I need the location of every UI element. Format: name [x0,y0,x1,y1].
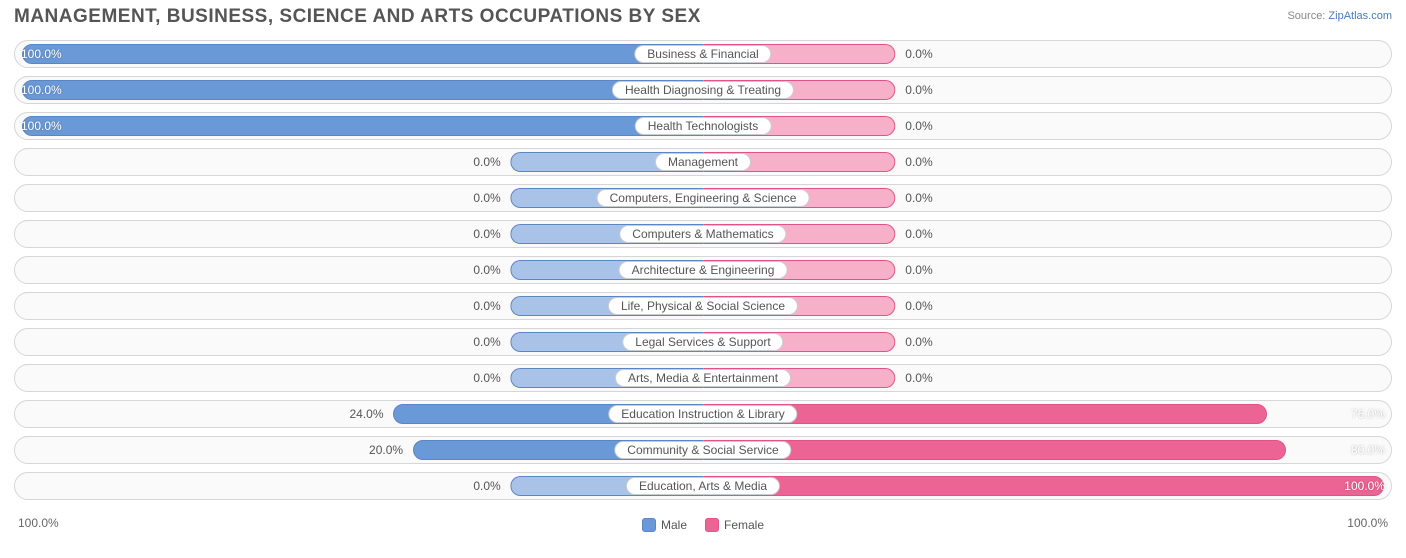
male-value-label: 0.0% [473,479,500,493]
source-prefix: Source: [1287,10,1328,22]
male-value-label: 100.0% [21,119,62,133]
category-label: Education, Arts & Media [626,477,780,495]
male-value-label: 0.0% [473,227,500,241]
legend-label-female: Female [724,518,764,532]
legend-label-male: Male [661,518,687,532]
male-bar [22,116,703,136]
category-label: Education Instruction & Library [608,405,797,423]
female-value-label: 0.0% [905,83,932,97]
category-label: Business & Financial [634,45,771,63]
category-label: Legal Services & Support [622,333,783,351]
male-value-label: 0.0% [473,263,500,277]
male-value-label: 20.0% [369,443,403,457]
male-value-label: 100.0% [21,47,62,61]
chart-row: 20.0% 80.0% Community & Social Service [14,436,1392,464]
male-value-label: 100.0% [21,83,62,97]
category-label: Computers, Engineering & Science [597,189,810,207]
chart-row: 0.0% 0.0% Architecture & Engineering [14,256,1392,284]
chart-title: MANAGEMENT, BUSINESS, SCIENCE AND ARTS O… [14,6,701,28]
female-value-label: 0.0% [905,155,932,169]
female-value-label: 0.0% [905,335,932,349]
category-label: Community & Social Service [614,441,791,459]
female-value-label: 100.0% [1344,479,1385,493]
chart-area: 100.0%0.0%Business & Financial100.0%0.0%… [14,40,1392,510]
legend-swatch-male [642,518,656,532]
chart-row: 0.0% 0.0% Computers & Mathematics [14,220,1392,248]
male-value-label: 0.0% [473,191,500,205]
male-value-label: 0.0% [473,335,500,349]
chart-row: 0.0% 0.0% Management [14,148,1392,176]
category-label: Management [655,153,751,171]
axis-label-left: 100.0% [18,516,59,530]
female-bar [703,476,1384,496]
chart-row: 24.0% 76.0% Education Instruction & Librar… [14,400,1392,428]
male-bar [22,44,703,64]
male-value-label: 0.0% [473,299,500,313]
chart-row: 0.0% 0.0% Legal Services & Support [14,328,1392,356]
chart-row: 100.0% 0.0% Business & Financial [14,40,1392,68]
male-bar [22,80,703,100]
female-value-label: 0.0% [905,299,932,313]
legend-item-female: Female [705,518,764,532]
chart-row: 0.0% 0.0% Computers, Engineering & Science [14,184,1392,212]
category-label: Computers & Mathematics [619,225,786,243]
male-value-label: 24.0% [349,407,383,421]
chart-row: 100.0% 0.0% Health Diagnosing & Treating [14,76,1392,104]
category-label: Life, Physical & Social Science [608,297,798,315]
legend-item-male: Male [642,518,687,532]
female-value-label: 0.0% [905,119,932,133]
category-label: Arts, Media & Entertainment [615,369,791,387]
axis-label-right: 100.0% [1347,516,1388,530]
female-value-label: 0.0% [905,263,932,277]
female-value-label: 76.0% [1351,407,1385,421]
female-value-label: 0.0% [905,227,932,241]
female-value-label: 0.0% [905,47,932,61]
category-label: Architecture & Engineering [619,261,788,279]
chart-row: 0.0% 0.0% Arts, Media & Entertainment [14,364,1392,392]
source-attribution: Source: ZipAtlas.com [1287,10,1392,22]
category-label: Health Technologists [635,117,772,135]
source-link[interactable]: ZipAtlas.com [1328,10,1392,22]
legend-swatch-female [705,518,719,532]
male-value-label: 0.0% [473,371,500,385]
female-value-label: 80.0% [1351,443,1385,457]
chart-row: 100.0% 0.0% Health Technologists [14,112,1392,140]
category-label: Health Diagnosing & Treating [612,81,794,99]
male-value-label: 0.0% [473,155,500,169]
legend: Male Female [642,518,764,532]
female-value-label: 0.0% [905,191,932,205]
chart-row: 0.0% 0.0% Life, Physical & Social Science [14,292,1392,320]
female-value-label: 0.0% [905,371,932,385]
chart-row: 0.0% 100.0% Education, Arts & Media [14,472,1392,500]
